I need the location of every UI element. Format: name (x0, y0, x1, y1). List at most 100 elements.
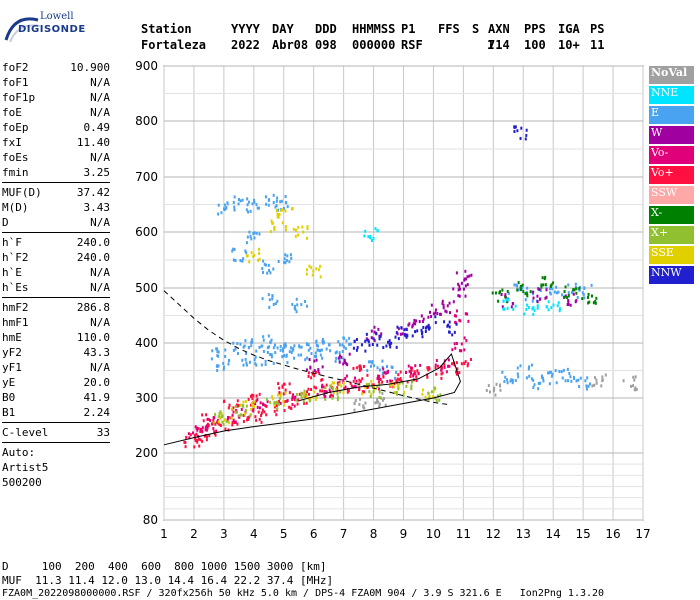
data-point (283, 260, 286, 264)
data-point (451, 348, 454, 352)
auto-scaling-text: Auto: (2, 446, 36, 459)
data-point (420, 328, 423, 332)
data-point (217, 212, 220, 216)
data-point (250, 251, 253, 255)
data-point (560, 370, 563, 374)
data-point (277, 208, 280, 212)
data-point (320, 348, 323, 352)
data-point (307, 374, 310, 378)
data-point (373, 325, 376, 329)
data-point (403, 390, 406, 394)
data-point (232, 418, 235, 422)
data-point (321, 378, 324, 382)
data-point (286, 360, 289, 364)
data-point (441, 371, 444, 375)
data-point (206, 426, 209, 430)
data-point (452, 287, 455, 291)
data-point (312, 269, 315, 273)
data-point (300, 396, 303, 400)
data-point (278, 399, 281, 403)
data-point (305, 368, 308, 372)
data-point (253, 198, 256, 202)
data-point (279, 200, 282, 204)
data-point (319, 353, 322, 357)
param-name: C-level (2, 426, 49, 439)
data-point (293, 404, 296, 408)
data-point (427, 391, 430, 395)
data-point (416, 329, 419, 333)
data-point (436, 312, 439, 316)
data-point (247, 345, 250, 349)
legend-item: Vo+ (649, 166, 694, 184)
data-point (506, 300, 509, 304)
data-point (369, 364, 372, 368)
data-point (274, 401, 277, 405)
data-point (532, 385, 535, 389)
data-point (346, 363, 349, 367)
data-point (549, 284, 552, 288)
data-point (214, 422, 217, 426)
data-point (540, 374, 543, 378)
data-point (594, 299, 597, 303)
data-point (540, 283, 543, 287)
data-point (421, 392, 424, 396)
data-point (578, 288, 581, 292)
data-point (548, 287, 551, 291)
data-point (499, 388, 502, 392)
data-point (374, 331, 377, 335)
data-point (317, 368, 320, 372)
data-point (413, 318, 416, 322)
data-point (426, 366, 429, 370)
data-point (318, 371, 321, 375)
data-point (458, 349, 461, 353)
data-point (364, 339, 367, 343)
data-point (279, 344, 282, 348)
data-point (395, 370, 398, 374)
data-point (439, 393, 442, 397)
data-point (207, 424, 210, 428)
data-point (376, 385, 379, 389)
data-point (242, 404, 245, 408)
data-point (220, 412, 223, 416)
data-point (223, 418, 226, 422)
data-point (464, 360, 467, 364)
data-point (424, 326, 427, 330)
param-value: N/A (90, 151, 110, 164)
param-row: foF1p N/A (2, 90, 110, 105)
data-point (331, 387, 334, 391)
data-point (306, 227, 309, 231)
data-point (538, 288, 541, 292)
data-point (443, 365, 446, 369)
data-point (463, 362, 466, 366)
data-point (397, 386, 400, 390)
data-point (356, 346, 359, 350)
param-name: hmE (2, 331, 22, 344)
data-point (405, 328, 408, 332)
data-point (278, 213, 281, 217)
data-point (388, 339, 391, 343)
param-value: 10.900 (70, 61, 110, 74)
data-point (285, 201, 288, 205)
data-point (427, 368, 430, 372)
data-point (342, 362, 345, 366)
data-point (258, 232, 261, 236)
data-point (403, 332, 406, 336)
data-point (195, 432, 198, 436)
data-point (454, 346, 457, 350)
data-point (521, 283, 524, 287)
data-point (201, 439, 204, 443)
data-point (582, 292, 585, 296)
data-point (573, 288, 576, 292)
data-point (526, 303, 529, 307)
param-row: B0 41.9 (2, 390, 110, 405)
data-point (358, 387, 361, 391)
param-name: foF1 (2, 76, 29, 89)
data-point (224, 207, 227, 211)
data-point (587, 295, 590, 299)
data-point (412, 322, 415, 326)
data-point (455, 361, 458, 365)
data-point (252, 254, 255, 258)
data-point (279, 394, 282, 398)
data-point (634, 375, 637, 379)
data-point (410, 371, 413, 375)
